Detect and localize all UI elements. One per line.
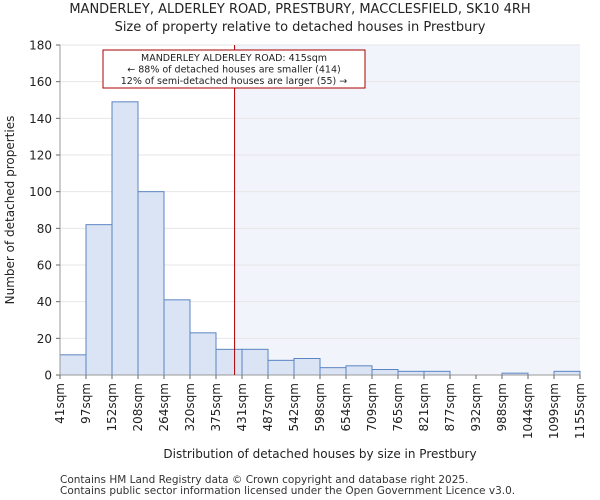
bar [371, 369, 399, 376]
x-tick-label: 487sqm [261, 383, 275, 431]
bar [111, 101, 139, 376]
bar [163, 299, 191, 376]
x-tick-label: 375sqm [209, 383, 223, 431]
annotation-box: MANDERLEY ALDERLEY ROAD: 415sqm ← 88% of… [102, 49, 366, 89]
x-tick-label: 654sqm [339, 383, 353, 431]
y-tick-label: 120 [29, 149, 52, 163]
x-tick-label: 932sqm [469, 383, 483, 431]
x-tick-label: 152sqm [105, 383, 119, 431]
bar [553, 370, 581, 376]
x-tick-label: 1044sqm [521, 383, 535, 439]
bar [189, 332, 217, 376]
x-tick-label: 264sqm [157, 383, 171, 431]
y-tick-label: 180 [29, 39, 52, 53]
bar [267, 359, 295, 376]
x-tick-label: 431sqm [235, 383, 249, 431]
x-tick-label: 988sqm [495, 383, 509, 431]
y-tick-label: 100 [29, 185, 52, 199]
x-tick-label: 542sqm [287, 383, 301, 431]
annotation-border [102, 49, 366, 89]
x-tick-label: 97sqm [79, 383, 93, 424]
y-tick-label: 160 [29, 75, 52, 89]
x-tick-label: 598sqm [313, 383, 327, 431]
bar [345, 365, 373, 376]
y-tick-label: 140 [29, 112, 52, 126]
bar [423, 370, 451, 376]
annotation-line-3: 12% of semi-detached houses are larger (… [121, 76, 348, 87]
bar [59, 354, 87, 376]
x-tick-label: 821sqm [417, 383, 431, 431]
x-tick-label: 208sqm [131, 383, 145, 431]
y-tick-label: 80 [37, 222, 52, 236]
chart-title: MANDERLEY, ALDERLEY ROAD, PRESTBURY, MAC… [69, 2, 531, 17]
footer-licence: Contains public sector information licen… [60, 485, 516, 497]
x-tick-label: 1099sqm [547, 383, 561, 439]
y-axis-label: Number of detached properties [3, 116, 17, 305]
bar [397, 370, 425, 376]
bar [319, 367, 347, 376]
x-tick-label: 709sqm [365, 383, 379, 431]
y-tick-label: 40 [37, 295, 52, 309]
bar [85, 224, 113, 376]
y-tick-label: 60 [37, 259, 52, 273]
x-tick-label: 41sqm [53, 383, 67, 424]
x-tick-label: 765sqm [391, 383, 405, 431]
bar [293, 358, 321, 376]
x-tick-label: 877sqm [443, 383, 457, 431]
bar [241, 348, 269, 376]
y-tick-label: 20 [37, 332, 52, 346]
larger-region-shade [234, 45, 581, 375]
annotation-line-1: MANDERLEY ALDERLEY ROAD: 415sqm [141, 53, 327, 64]
bar [137, 191, 165, 376]
histogram-chart: 0 20 40 60 80 100 120 140 160 180 41sqm 97sqm 152sq… [3, 39, 587, 462]
y-tick-label: 0 [44, 369, 52, 383]
x-tick-label: 1155sqm [573, 383, 587, 439]
x-tick-label: 320sqm [183, 383, 197, 431]
bar [215, 348, 243, 376]
chart-subtitle: Size of property relative to detached ho… [114, 20, 486, 35]
annotation-line-2: ← 88% of detached houses are smaller (41… [127, 65, 340, 76]
footer-copyright: Contains HM Land Registry data © Crown c… [60, 474, 469, 486]
x-axis-label: Distribution of detached houses by size … [163, 447, 476, 461]
